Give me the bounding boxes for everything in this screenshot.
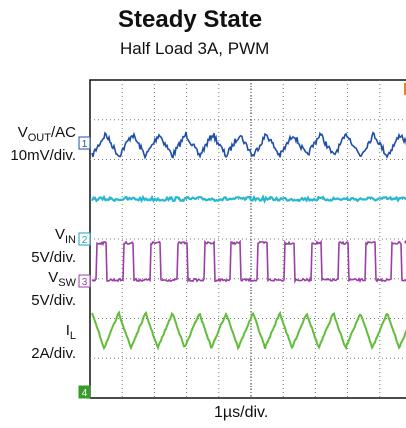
ch3-marker-text: 3 [82,277,88,288]
il-trace [91,310,406,351]
vsw-trace [91,239,406,284]
ch3-marker: 3 [78,274,91,288]
chart-subtitle: Half Load 3A, PWM [120,39,270,58]
vout-trace [91,131,406,160]
vout-scale: 10mV/div. [10,147,76,164]
ch4-marker-text: 4 [82,388,88,399]
ch4-marker: 4 [78,385,91,399]
ch1-marker-text: 1 [82,139,88,150]
chart-title: Steady State [118,6,263,33]
trigger-marker [404,83,406,95]
ch4-marker-box [78,385,91,399]
il-label: IL 2A/div. [31,322,76,362]
time-scale-label: 1µs/div. [214,404,269,421]
ch2-marker-box [78,232,91,246]
ch1-marker-box [78,136,91,150]
traces [91,131,406,351]
vsw-label: VSW 5V/div. [31,269,76,309]
vout-label: VOUT/AC 10mV/div. [10,124,76,164]
il-scale: 2A/div. [31,345,76,362]
vin-trace [91,194,406,204]
ch1-marker: 1 [78,136,91,150]
trigger-marker-box [404,83,406,95]
vin-scale: 5V/div. [31,249,76,266]
ch2-marker-text: 2 [82,235,88,246]
ch3-marker-box [78,274,91,288]
vsw-scale: 5V/div. [31,292,76,309]
ch2-marker: 2 [78,232,91,246]
vin-label: VIN 5V/div. [31,226,76,266]
channel-markers: 1 2 3 4 [78,83,406,399]
